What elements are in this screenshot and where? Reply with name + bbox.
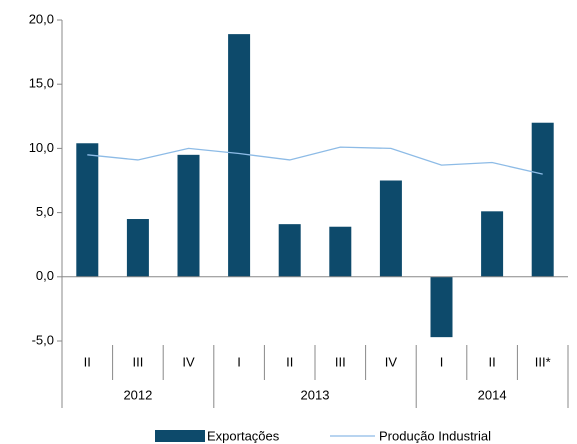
x-tick-label: III <box>132 354 143 369</box>
bar <box>177 154 200 277</box>
bar <box>481 211 504 277</box>
legend-swatch <box>155 430 205 442</box>
y-tick-label: 5,0 <box>36 204 54 219</box>
bar <box>76 143 99 277</box>
x-tick-label: I <box>237 354 241 369</box>
bar <box>379 180 402 277</box>
x-tick-label: II <box>286 354 293 369</box>
bar <box>430 276 453 338</box>
y-tick-label: 20,0 <box>29 11 54 26</box>
legend-label: Exportações <box>207 428 280 443</box>
x-group-label: 2013 <box>301 387 330 402</box>
y-tick-label: 15,0 <box>29 76 54 91</box>
y-tick-label: -5,0 <box>32 332 54 347</box>
bar <box>531 122 554 277</box>
y-tick-label: 0,0 <box>36 268 54 283</box>
x-tick-label: IV <box>182 354 195 369</box>
bar <box>278 224 301 277</box>
line <box>87 146 543 175</box>
x-group-label: 2012 <box>123 387 152 402</box>
y-tick-label: 10,0 <box>29 140 54 155</box>
x-tick-label: III <box>335 354 346 369</box>
bar <box>329 226 352 277</box>
x-tick-label: III* <box>535 354 551 369</box>
legend-label: Produção Industrial <box>379 428 491 443</box>
x-tick-label: II <box>84 354 91 369</box>
bar <box>126 219 149 277</box>
bar <box>228 34 251 277</box>
x-group-label: 2014 <box>478 387 507 402</box>
x-tick-label: IV <box>385 354 398 369</box>
x-tick-label: II <box>488 354 495 369</box>
x-tick-label: I <box>440 354 444 369</box>
